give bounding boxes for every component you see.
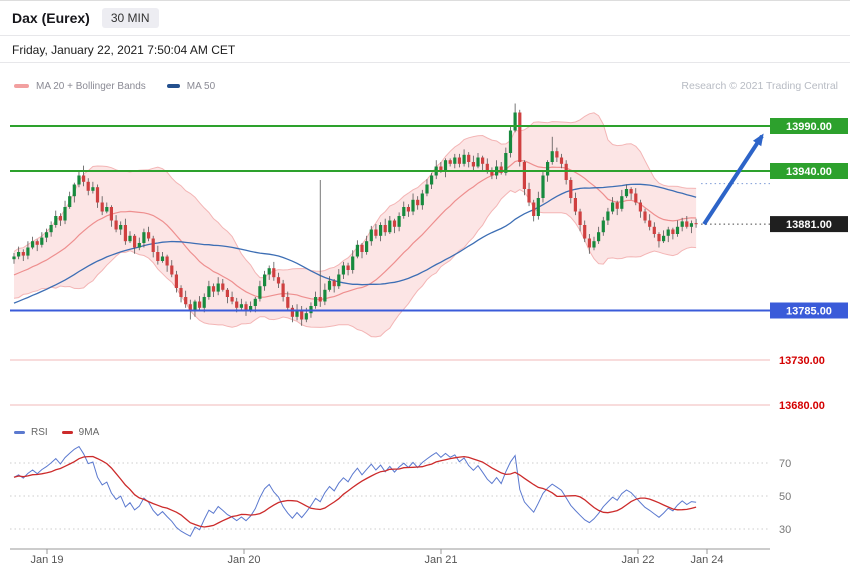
price-levels: 13990.00 13940.00 13881.00 13785.00 13730.00… — [10, 118, 848, 412]
ma50-legend-label: MA 50 — [186, 80, 216, 92]
research-credit: Research © 2021 Trading Central — [681, 80, 838, 92]
rsi-axis-label: 30 — [779, 524, 791, 536]
rsi-axis-label: 50 — [779, 491, 791, 503]
ma20-line — [13, 159, 697, 301]
timeframe-badge[interactable]: 30 MIN — [101, 8, 159, 28]
candlestick-series — [12, 103, 698, 326]
rsi-line — [13, 445, 697, 537]
price-label-13940 — [770, 163, 848, 179]
price-label-text: 13680.00 — [779, 400, 825, 412]
rsi-axis-label: 70 — [779, 458, 791, 470]
x-axis-label: Jan 19 — [30, 554, 63, 566]
price-label-text: 13785.00 — [786, 306, 832, 318]
x-axis-label: Jan 20 — [227, 554, 260, 566]
bollinger-lower-line — [13, 189, 697, 338]
ma20-legend-swatch — [14, 84, 29, 88]
rsi-panel: 70 50 30 — [10, 445, 791, 537]
x-axis-label: Jan 22 — [621, 554, 654, 566]
ma50-legend-swatch — [166, 84, 180, 88]
rsi-9ma-legend-swatch — [61, 431, 73, 434]
indicator-legend: MA 20 + Bollinger Bands MA 50 Research ©… — [14, 80, 838, 92]
rsi-9ma-legend-label: 9MA — [78, 427, 100, 438]
price-label-13990 — [770, 118, 848, 134]
instrument-title: Dax (Eurex) — [12, 10, 90, 26]
price-label-13785 — [770, 302, 848, 319]
chart-datetime: Friday, January 22, 2021 7:50:04 AM CET — [12, 42, 236, 57]
price-label-text: 13940.00 — [786, 166, 832, 178]
rsi-legend-swatch — [14, 431, 25, 434]
date-bar: Friday, January 22, 2021 7:50:04 AM CET — [0, 37, 850, 63]
title-bar: Dax (Eurex) 30 MIN — [0, 1, 850, 36]
x-axis: Jan 19 Jan 20 Jan 21 Jan 22 Jan 24 — [10, 548, 770, 566]
x-axis-label: Jan 24 — [690, 554, 723, 566]
rsi-legend: RSI 9MA — [14, 427, 99, 438]
x-axis-label: Jan 21 — [424, 554, 457, 566]
price-label-text: 13881.00 — [786, 219, 832, 231]
rsi-9ma-line — [13, 455, 697, 528]
price-label-text: 13730.00 — [779, 355, 825, 367]
rsi-legend-label: RSI — [31, 427, 48, 438]
ma20-legend-label: MA 20 + Bollinger Bands — [36, 80, 146, 92]
price-label-13881 — [770, 216, 848, 233]
forecast-arrow — [702, 133, 764, 226]
ma50-line — [13, 183, 697, 304]
price-label-text: 13990.00 — [786, 121, 832, 133]
